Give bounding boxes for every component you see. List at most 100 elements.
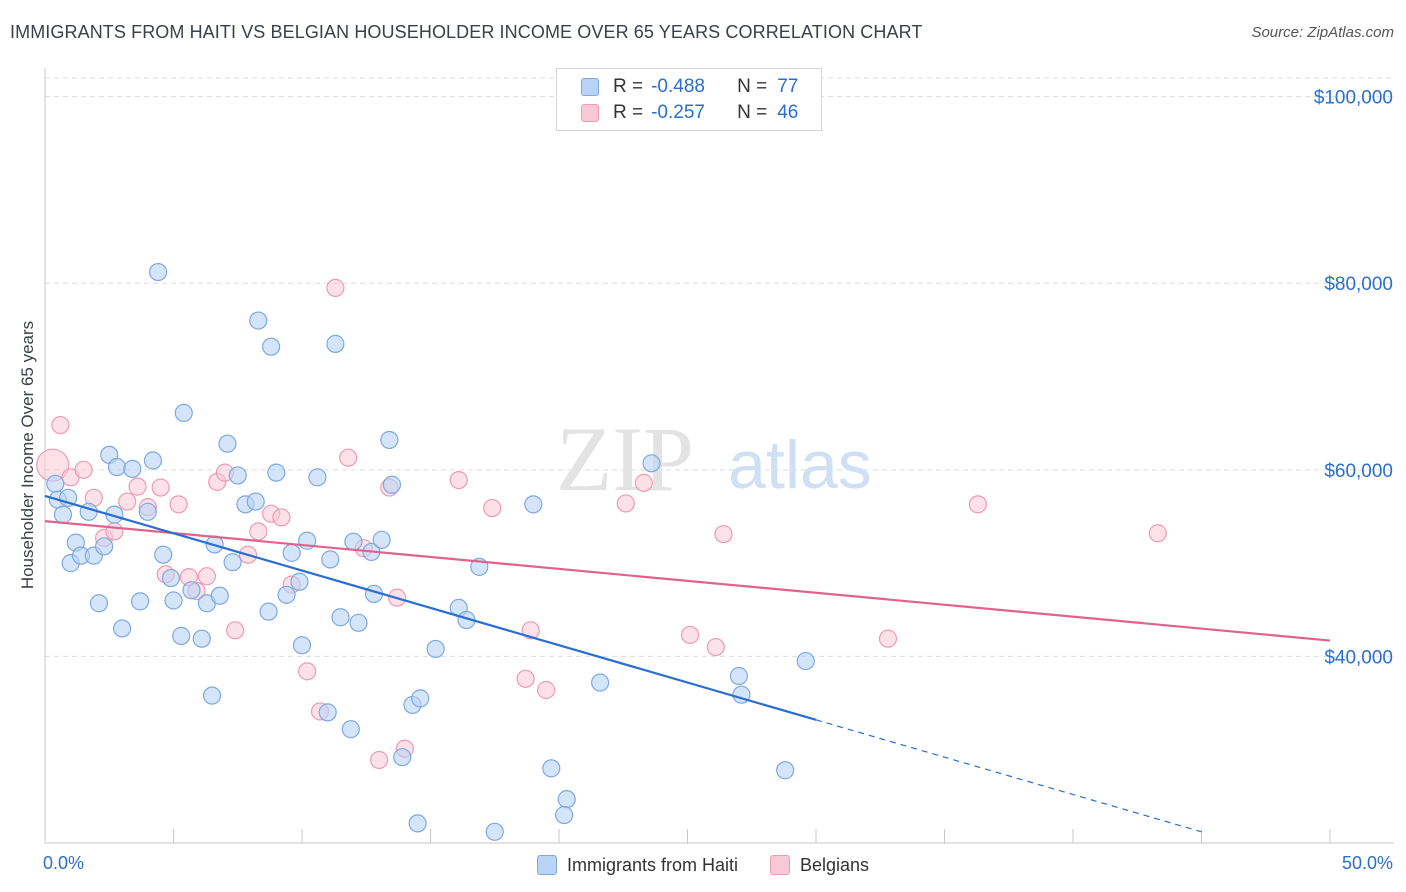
haiti-point <box>382 475 402 494</box>
haiti-point <box>380 430 399 450</box>
haiti-point <box>130 592 150 611</box>
haiti-point <box>164 591 183 610</box>
series-legend: Immigrants from Haiti Belgians <box>0 852 1406 878</box>
haiti-point <box>321 550 340 569</box>
belgians-point <box>118 492 137 511</box>
trend-lines <box>44 494 1331 833</box>
haiti-point <box>53 505 73 524</box>
y-tick-label: $80,000 <box>1324 274 1393 295</box>
haiti-point <box>107 457 127 477</box>
belgians-trend-line <box>44 520 1331 642</box>
haiti-point <box>776 761 795 780</box>
legend-item-belgians[interactable]: Belgians <box>769 854 870 876</box>
belgians-swatch <box>581 104 599 122</box>
haiti-point <box>192 629 211 648</box>
haiti-point <box>796 651 815 671</box>
haiti-point <box>89 594 109 613</box>
haiti-legend-label: Immigrants from Haiti <box>566 854 738 875</box>
haiti-point <box>290 572 309 591</box>
belgians-point <box>169 495 188 514</box>
belgians-point <box>339 448 358 467</box>
haiti-point <box>555 805 574 825</box>
haiti-swatch <box>581 78 599 96</box>
belgians-point <box>197 567 217 586</box>
haiti-point <box>349 613 368 632</box>
belgians-point <box>634 473 653 492</box>
haiti-point <box>408 814 427 833</box>
belgians-point <box>326 278 345 298</box>
x-tick-label-end: 50.0% <box>1342 853 1393 873</box>
legend-item-haiti[interactable]: Immigrants from Haiti <box>536 854 738 876</box>
r-label: R = <box>613 102 644 123</box>
belgians-point <box>521 621 540 640</box>
haiti-point <box>344 532 363 551</box>
belgians-point <box>105 522 124 541</box>
haiti-point <box>143 451 163 470</box>
belgians-point <box>878 629 898 648</box>
haiti-point <box>729 666 749 686</box>
belgians-point <box>968 495 988 514</box>
haiti-point <box>246 492 265 511</box>
haiti-point <box>182 581 201 600</box>
belgians-point <box>706 637 725 657</box>
belgians-point <box>1148 524 1167 543</box>
haiti-point <box>331 608 350 627</box>
belgians-point <box>272 508 291 527</box>
belgians-point <box>51 415 70 435</box>
legend-row-belgians: R = -0.257 N = 46 <box>581 101 798 125</box>
haiti-point <box>218 434 237 453</box>
chart-title: IMMIGRANTS FROM HAITI VS BELGIAN HOUSEHO… <box>10 22 923 42</box>
haiti-point <box>123 459 142 478</box>
haiti-n-value: 77 <box>777 76 799 97</box>
belgians-legend-label: Belgians <box>799 854 870 875</box>
haiti-point <box>228 466 247 485</box>
belgians-point <box>483 498 502 518</box>
belgians-point <box>249 522 268 541</box>
haiti-point <box>259 602 278 621</box>
belgians-point <box>516 669 535 688</box>
haiti-point <box>267 463 286 482</box>
haiti-legend-swatch <box>536 855 557 875</box>
belgians-point <box>226 621 245 640</box>
haiti-point <box>591 673 610 692</box>
haiti-point <box>524 495 543 514</box>
source-credit: Source: ZipAtlas.com <box>1251 24 1394 41</box>
haiti-points <box>46 262 815 841</box>
belgians-points <box>36 278 1167 770</box>
haiti-point <box>393 748 412 767</box>
belgians-point <box>537 680 556 700</box>
haiti-point <box>112 619 132 638</box>
legend-row-haiti: R = -0.488 N = 77 <box>581 75 798 99</box>
belgians-point <box>74 460 93 479</box>
watermark-atlas: atlas <box>728 427 872 503</box>
haiti-point <box>277 585 296 604</box>
haiti-point <box>223 553 242 572</box>
belgians-point <box>370 750 389 770</box>
haiti-point <box>372 530 391 549</box>
belgians-point <box>298 662 317 681</box>
y-tick-label: $100,000 <box>1314 88 1393 109</box>
haiti-point <box>557 790 576 809</box>
haiti-point <box>341 720 360 739</box>
x-tick-label-start: 0.0% <box>43 853 84 873</box>
y-tick-label: $40,000 <box>1324 647 1393 668</box>
haiti-point <box>426 639 445 659</box>
haiti-point <box>542 759 561 778</box>
r-label: R = <box>613 76 644 97</box>
correlation-legend: R = -0.488 N = 77 R = -0.257 N = 46 <box>556 68 822 131</box>
belgians-point <box>449 470 468 490</box>
haiti-point <box>46 474 65 493</box>
haiti-point <box>318 703 337 722</box>
haiti-point <box>172 626 191 645</box>
haiti-point <box>154 545 173 564</box>
haiti-point <box>210 586 229 605</box>
haiti-point <box>95 537 114 556</box>
haiti-point <box>148 262 168 282</box>
belgians-r-value: -0.257 <box>651 102 705 123</box>
belgians-point <box>714 525 733 544</box>
haiti-point <box>411 689 430 708</box>
haiti-point <box>138 502 157 521</box>
belgians-point <box>680 625 700 645</box>
haiti-point <box>161 568 181 588</box>
